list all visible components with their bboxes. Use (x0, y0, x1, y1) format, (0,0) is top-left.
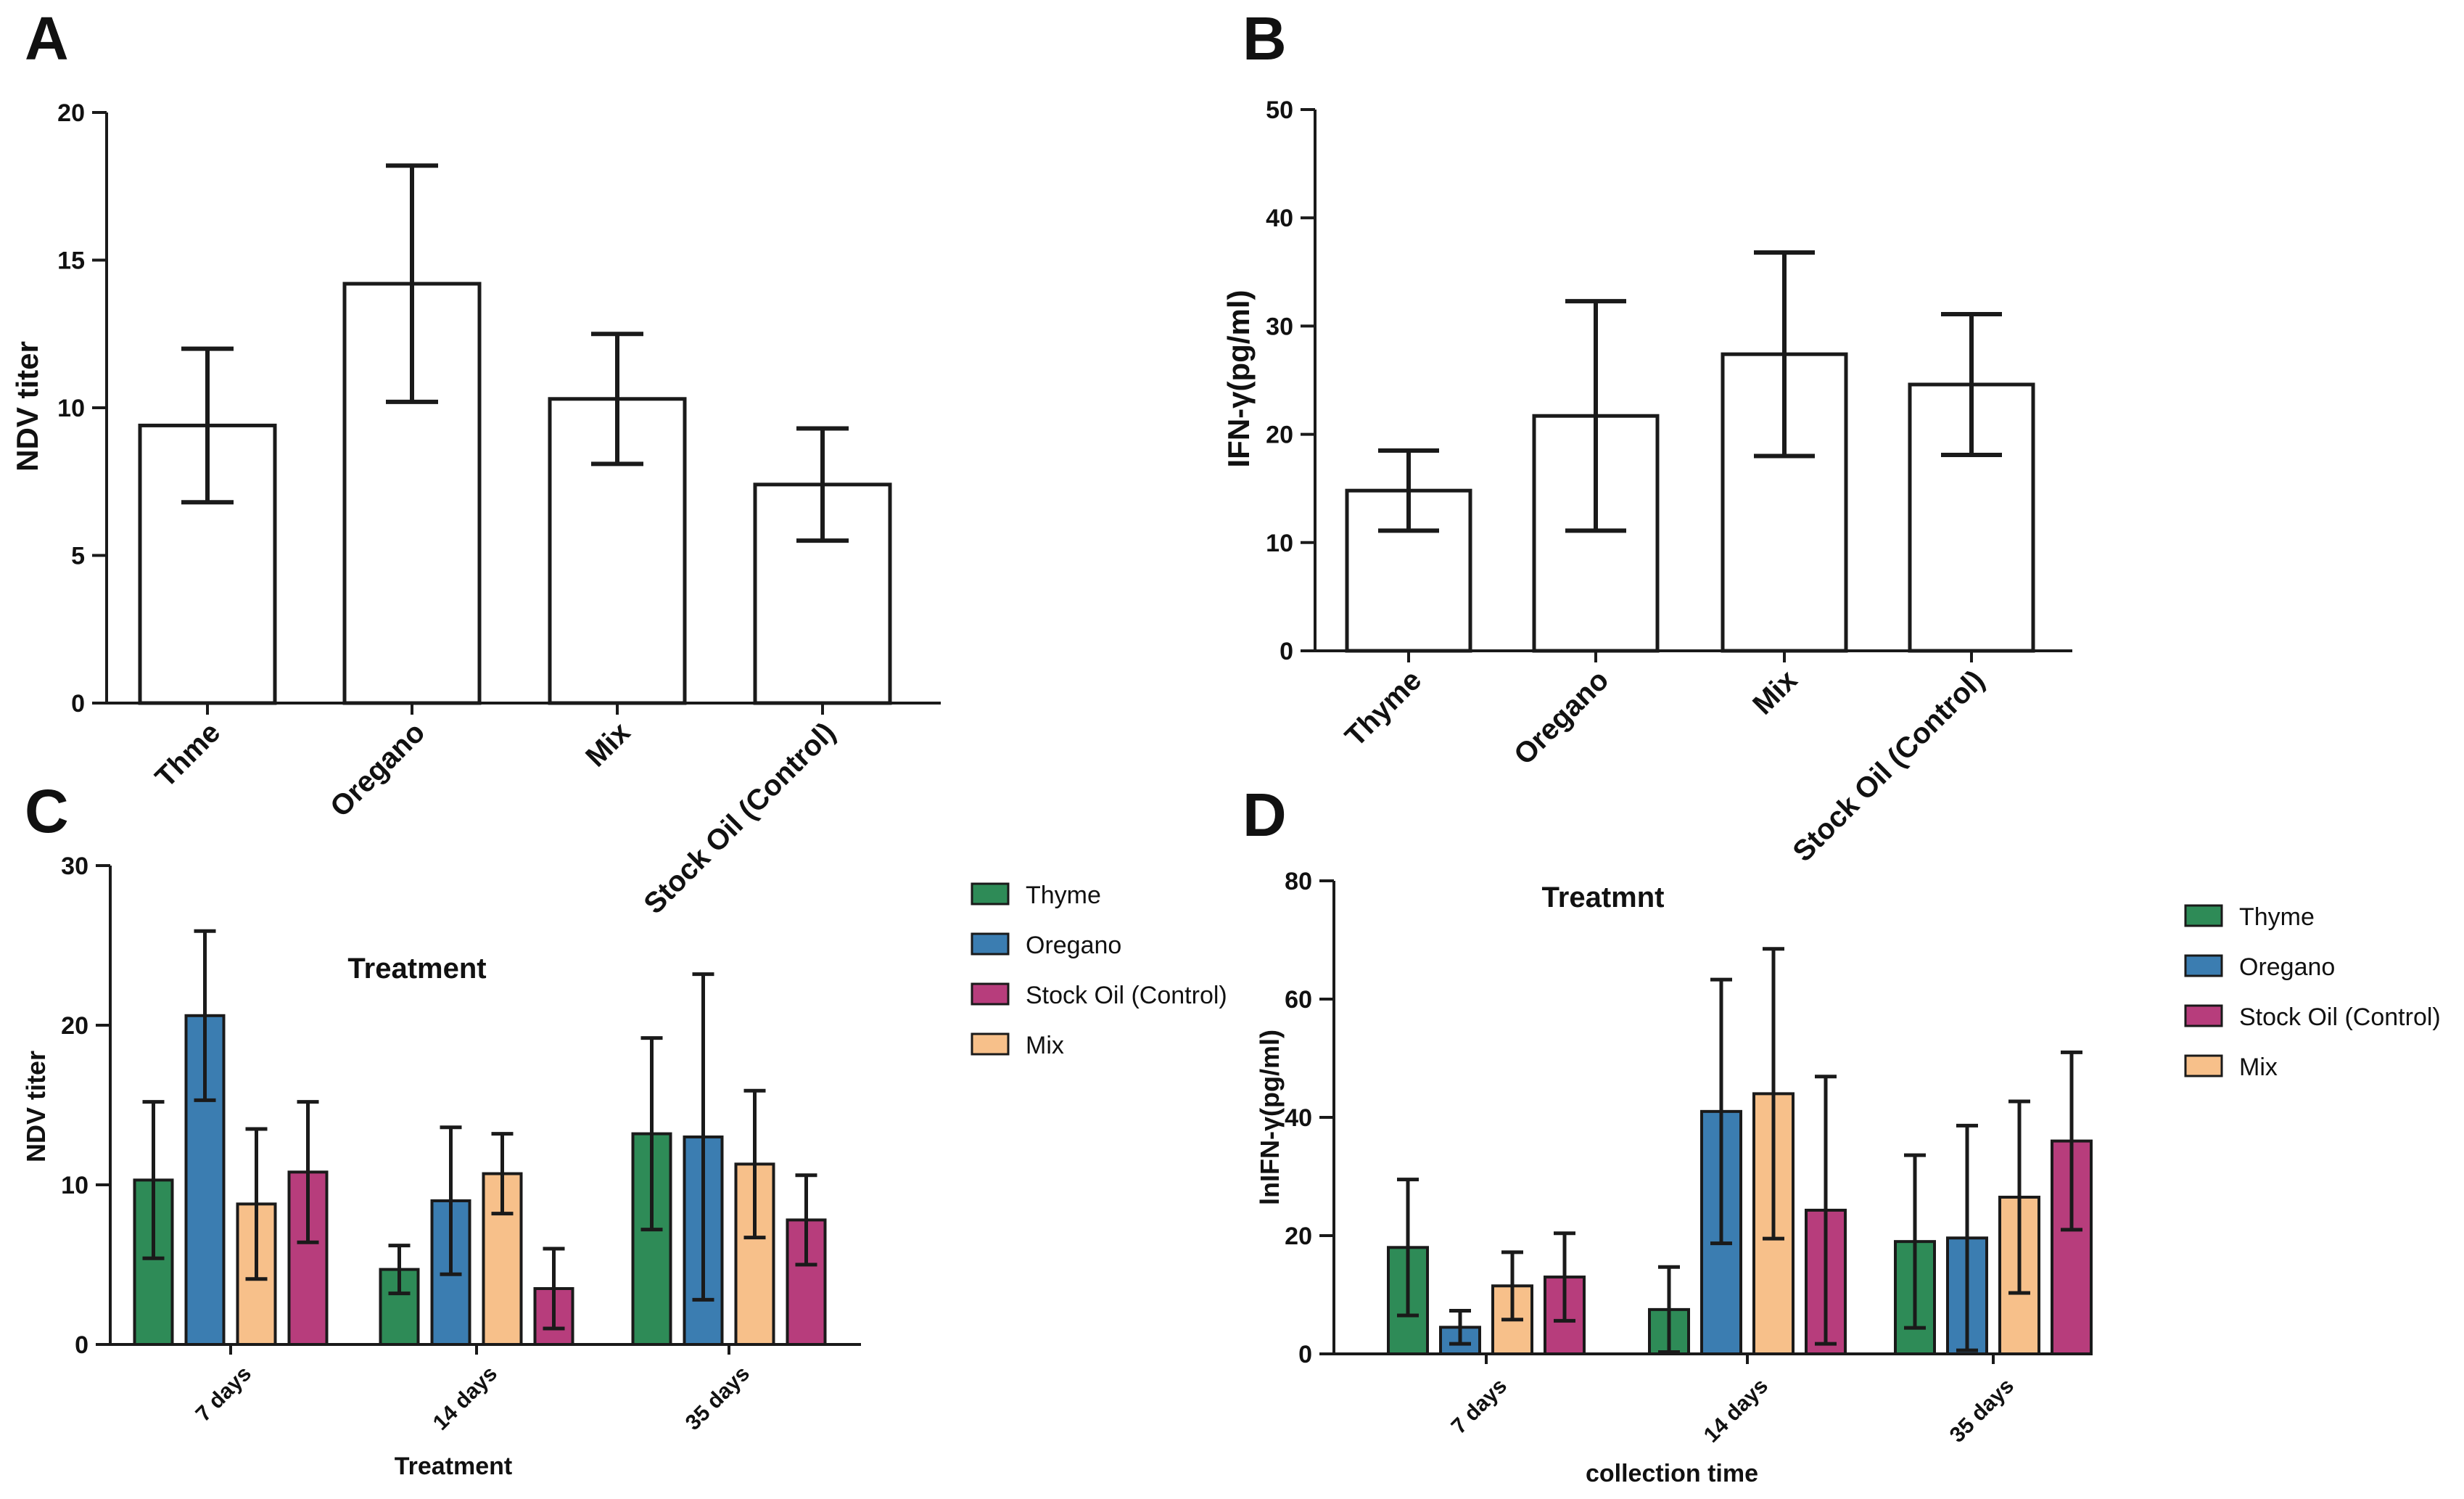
panel-b-chart: B IFN-γ(pg/ml) 0 10 20 30 40 50 Thyme Oregano M… (1221, 4, 2072, 868)
panel-c-legend-label: Stock Oil (Control) (1026, 982, 1227, 1009)
panel-d-legend-label: Thyme (2239, 903, 2315, 931)
panel-c-x-label: Treatment (395, 1453, 513, 1480)
panel-d-legend: Thyme Oregano Stock Oil (Control) Mix (2184, 903, 2441, 1081)
panel-d-y-tick-label: 20 (1285, 1223, 1312, 1250)
panel-a-y-label: NDV titer (10, 341, 44, 472)
panel-b-y-label: IFN-γ(pg/ml) (1221, 290, 1256, 468)
panel-b-bar (1532, 414, 1660, 653)
panel-c-legend-label: Mix (1026, 1032, 1064, 1059)
panel-d-x-label: collection time (1586, 1460, 1758, 1487)
panel-a-y-tick-label: 15 (57, 247, 85, 275)
panel-a-category-label: Thme (149, 716, 227, 794)
panel-d-legend-label: Mix (2239, 1054, 2278, 1081)
panel-d-y-tick-label: 40 (1285, 1104, 1312, 1132)
panel-d-group-label: 35 days (1945, 1374, 2019, 1447)
panel-b-category-label: Stock Oil (Control) (1787, 664, 1990, 868)
panel-a-y-tick-label: 20 (57, 99, 85, 127)
panel-c-y-tick-label: 30 (61, 853, 88, 880)
panel-b-y-tick-label: 50 (1266, 96, 1293, 124)
panel-d-legend-swatch (2184, 904, 2223, 927)
panel-a-category-label: Stock Oil (Control) (638, 716, 841, 920)
panel-d-legend-label: Oregano (2239, 953, 2335, 981)
panel-a-y-tick-label: 0 (71, 690, 85, 718)
panel-a-y-tick-label: 10 (57, 395, 85, 422)
panel-b-category-label: Thyme (1339, 664, 1427, 752)
panel-a-category-label: Oregano (324, 716, 431, 823)
panel-d-legend-swatch (2184, 954, 2223, 977)
panel-c-group-label: 14 days (429, 1362, 502, 1435)
panel-d-y-tick-label: 80 (1285, 868, 1312, 895)
panel-d-title: Treatmnt (1542, 882, 1665, 913)
panel-letter-d: D (1243, 781, 1287, 849)
panel-letter-c: C (25, 777, 69, 845)
panel-d-legend-swatch (2184, 1004, 2223, 1027)
panel-c-chart: C NDV titer Treatment Treatment 0102030 … (21, 777, 1227, 1480)
panel-b-category-label: Mix (1747, 664, 1803, 720)
panel-b-y-tick-label: 10 (1266, 530, 1293, 557)
panel-d-legend-swatch (2184, 1054, 2223, 1077)
panel-b-category-label: Oregano (1508, 664, 1615, 771)
panel-b-y-tick-label: 40 (1266, 205, 1293, 232)
panel-d-chart: D lnIFN-γ(pg/ml) Treatmnt collection tim… (1243, 781, 2441, 1487)
panel-d-group-label: 7 days (1447, 1374, 1512, 1439)
panel-letter-a: A (25, 4, 69, 73)
panel-c-legend-swatch (971, 882, 1010, 905)
panel-b-y-tick-label: 20 (1266, 422, 1293, 449)
panel-d-legend-label: Stock Oil (Control) (2239, 1003, 2441, 1031)
panel-letter-b: B (1243, 4, 1287, 73)
panel-b-y-tick-label: 30 (1266, 313, 1293, 340)
panel-c-legend: Thyme Oregano Stock Oil (Control) Mix (971, 882, 1227, 1059)
panel-c-y-label: NDV titer (21, 1051, 51, 1162)
panel-c-group-label: 7 days (191, 1362, 256, 1426)
panel-d-y-tick-label: 0 (1298, 1341, 1312, 1368)
panel-c-legend-swatch (971, 982, 1010, 1006)
panel-c-group-label: 35 days (681, 1362, 754, 1435)
panel-c-legend-swatch (971, 1032, 1010, 1056)
panel-b-y-tick-label: 0 (1280, 638, 1293, 665)
panel-d-y-tick-label: 60 (1285, 986, 1312, 1014)
panel-d-group-label: 14 days (1699, 1374, 1773, 1447)
panel-a-category-label: Mix (580, 716, 636, 773)
panel-a-chart: A NDV titer 0 5 10 15 20 Thme Oregano Mix Stock… (10, 4, 941, 920)
panel-c-legend-label: Oregano (1026, 932, 1121, 959)
panel-a-y-tick-label: 5 (71, 543, 85, 570)
panel-c-legend-swatch (971, 932, 1010, 956)
panel-d-y-label: lnIFN-γ(pg/ml) (1255, 1030, 1285, 1205)
panel-c-legend-label: Thyme (1026, 882, 1101, 909)
panel-c-y-tick-label: 0 (75, 1331, 88, 1359)
panel-c-y-tick-label: 10 (61, 1172, 88, 1199)
panel-c-title: Treatment (347, 953, 486, 985)
panel-c-y-tick-label: 20 (61, 1012, 88, 1040)
